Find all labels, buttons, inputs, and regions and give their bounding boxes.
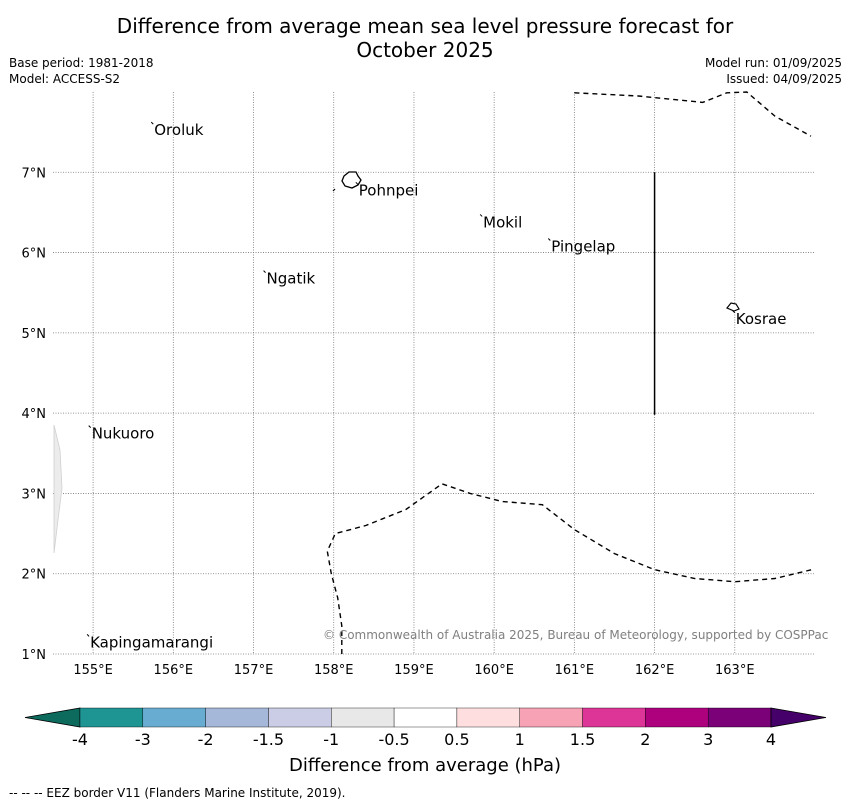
colorbar-segment <box>268 707 332 728</box>
colorbar-segment <box>142 707 206 728</box>
colorbar-tick-label: 2 <box>640 730 651 749</box>
colorbar-tick-label: -4 <box>72 730 88 749</box>
place-marker <box>355 181 359 185</box>
place-label: Kosrae <box>736 310 787 328</box>
copyright-text: © Commonwealth of Australia 2025, Bureau… <box>323 628 829 642</box>
place-labels: Oroluk Pohnpei Mokil Pingelap Ngatik Kosrae Nu… <box>86 121 787 651</box>
colorbar-segment <box>519 707 583 728</box>
lat-tick-label: 7°N <box>22 166 47 181</box>
colorbar-segment <box>456 707 520 728</box>
kosrae-island-shape <box>726 302 740 312</box>
eez-border-line <box>326 483 816 654</box>
lon-tick-label: 163°E <box>715 663 755 678</box>
issued-text: Issued: 04/09/2025 <box>726 72 842 86</box>
colorbar-segment <box>707 707 772 728</box>
colorbar-tick-label: -1.5 <box>252 730 285 749</box>
colorbar-tick-label: -1 <box>323 730 340 749</box>
lat-tick-label: 2°N <box>22 568 47 583</box>
lon-tick-label: 160°E <box>474 663 514 678</box>
place-marker <box>88 425 92 428</box>
eez-source-footer: -- -- -- EEZ border V11 (Flanders Marine… <box>9 786 346 800</box>
place-marker <box>263 270 266 273</box>
colorbar-segment <box>582 707 646 728</box>
lon-tick-label: 161°E <box>555 663 595 678</box>
chart-title-line1: Difference from average mean sea level p… <box>116 14 734 38</box>
map-shapes <box>53 171 740 554</box>
lat-tick-label: 1°N <box>22 648 47 663</box>
colorbar-extend-low <box>24 707 81 728</box>
colorbar-title: Difference from average (hPa) <box>288 755 562 776</box>
colorbar-tick-label: 4 <box>765 730 777 749</box>
lat-tick-label: 4°N <box>22 407 47 422</box>
colorbar-extend-high <box>770 707 827 728</box>
chart-title-line2: October 2025 <box>356 38 494 62</box>
colorbar <box>24 707 827 728</box>
place-marker <box>86 633 90 637</box>
lon-tick-label: 158°E <box>314 663 354 678</box>
pohnpei-islet-mark <box>332 188 336 192</box>
place-label: Ngatik <box>267 270 316 288</box>
pohnpei-island-shape <box>341 171 362 189</box>
lat-tick-label: 6°N <box>22 247 47 262</box>
place-marker <box>732 310 736 314</box>
lon-tick-label: 162°E <box>635 663 675 678</box>
place-label: Pingelap <box>551 238 615 256</box>
land-sliver-shape <box>53 424 63 554</box>
lon-tick-label: 156°E <box>154 663 194 678</box>
model-text: Model: ACCESS-S2 <box>9 72 121 86</box>
colorbar-tick-label: 1.5 <box>569 730 596 749</box>
colorbar-tick-label: -3 <box>134 730 151 749</box>
base-period-text: Base period: 1981-2018 <box>9 56 154 70</box>
place-marker <box>479 214 483 217</box>
place-marker <box>547 238 551 241</box>
lat-tick-label: 5°N <box>22 327 47 342</box>
place-label: Pohnpei <box>359 181 419 199</box>
model-run-text: Model run: 01/09/2025 <box>704 56 842 70</box>
colorbar-tick-label: 0.5 <box>444 730 470 749</box>
colorbar-segment <box>205 707 269 728</box>
colorbar-tick-label: 3 <box>703 730 714 749</box>
place-label: Oroluk <box>154 121 203 139</box>
place-label: Mokil <box>483 213 522 231</box>
colorbar-segment <box>393 707 458 728</box>
colorbar-tick-label: -0.5 <box>378 730 410 749</box>
lat-tick-label: 3°N <box>22 487 47 502</box>
lon-tick-label: 155°E <box>73 663 113 678</box>
colorbar-segment <box>331 707 395 728</box>
lon-tick-label: 159°E <box>394 663 434 678</box>
colorbar-segment <box>645 707 709 728</box>
eez-borders <box>326 91 816 654</box>
lon-tick-label: 157°E <box>234 663 274 678</box>
place-label: Kapingamarangi <box>90 633 213 651</box>
eez-border-line <box>574 91 812 137</box>
colorbar-tick-label: -2 <box>197 730 214 749</box>
place-marker <box>150 121 154 125</box>
map-grid: 7°N 6°N 5°N 4°N 3°N 2°N 1°N 155°E 156°E 157°E 158°… <box>22 92 815 678</box>
place-label: Nukuoro <box>92 425 155 443</box>
colorbar-tick-label: 1 <box>514 730 525 749</box>
colorbar-segment <box>79 707 144 728</box>
